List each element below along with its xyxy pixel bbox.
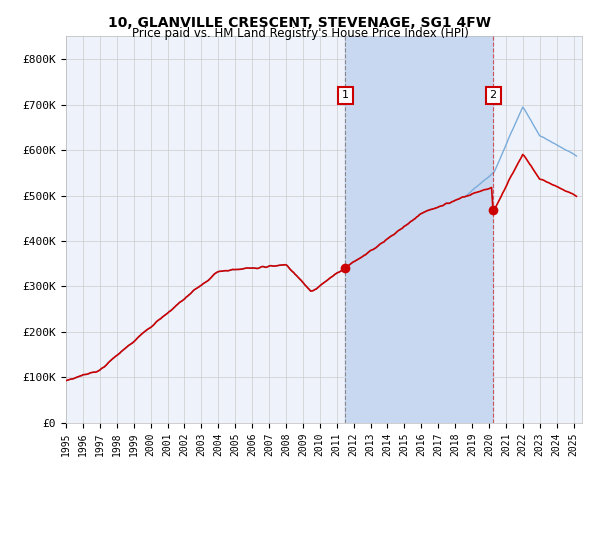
Bar — [345, 36, 493, 423]
Text: 10, GLANVILLE CRESCENT, STEVENAGE, SG1 4FW: 10, GLANVILLE CRESCENT, STEVENAGE, SG1 4… — [109, 16, 491, 30]
Text: Price paid vs. HM Land Registry's House Price Index (HPI): Price paid vs. HM Land Registry's House … — [131, 27, 469, 40]
Text: 2: 2 — [490, 91, 497, 100]
Text: 1: 1 — [341, 91, 349, 100]
